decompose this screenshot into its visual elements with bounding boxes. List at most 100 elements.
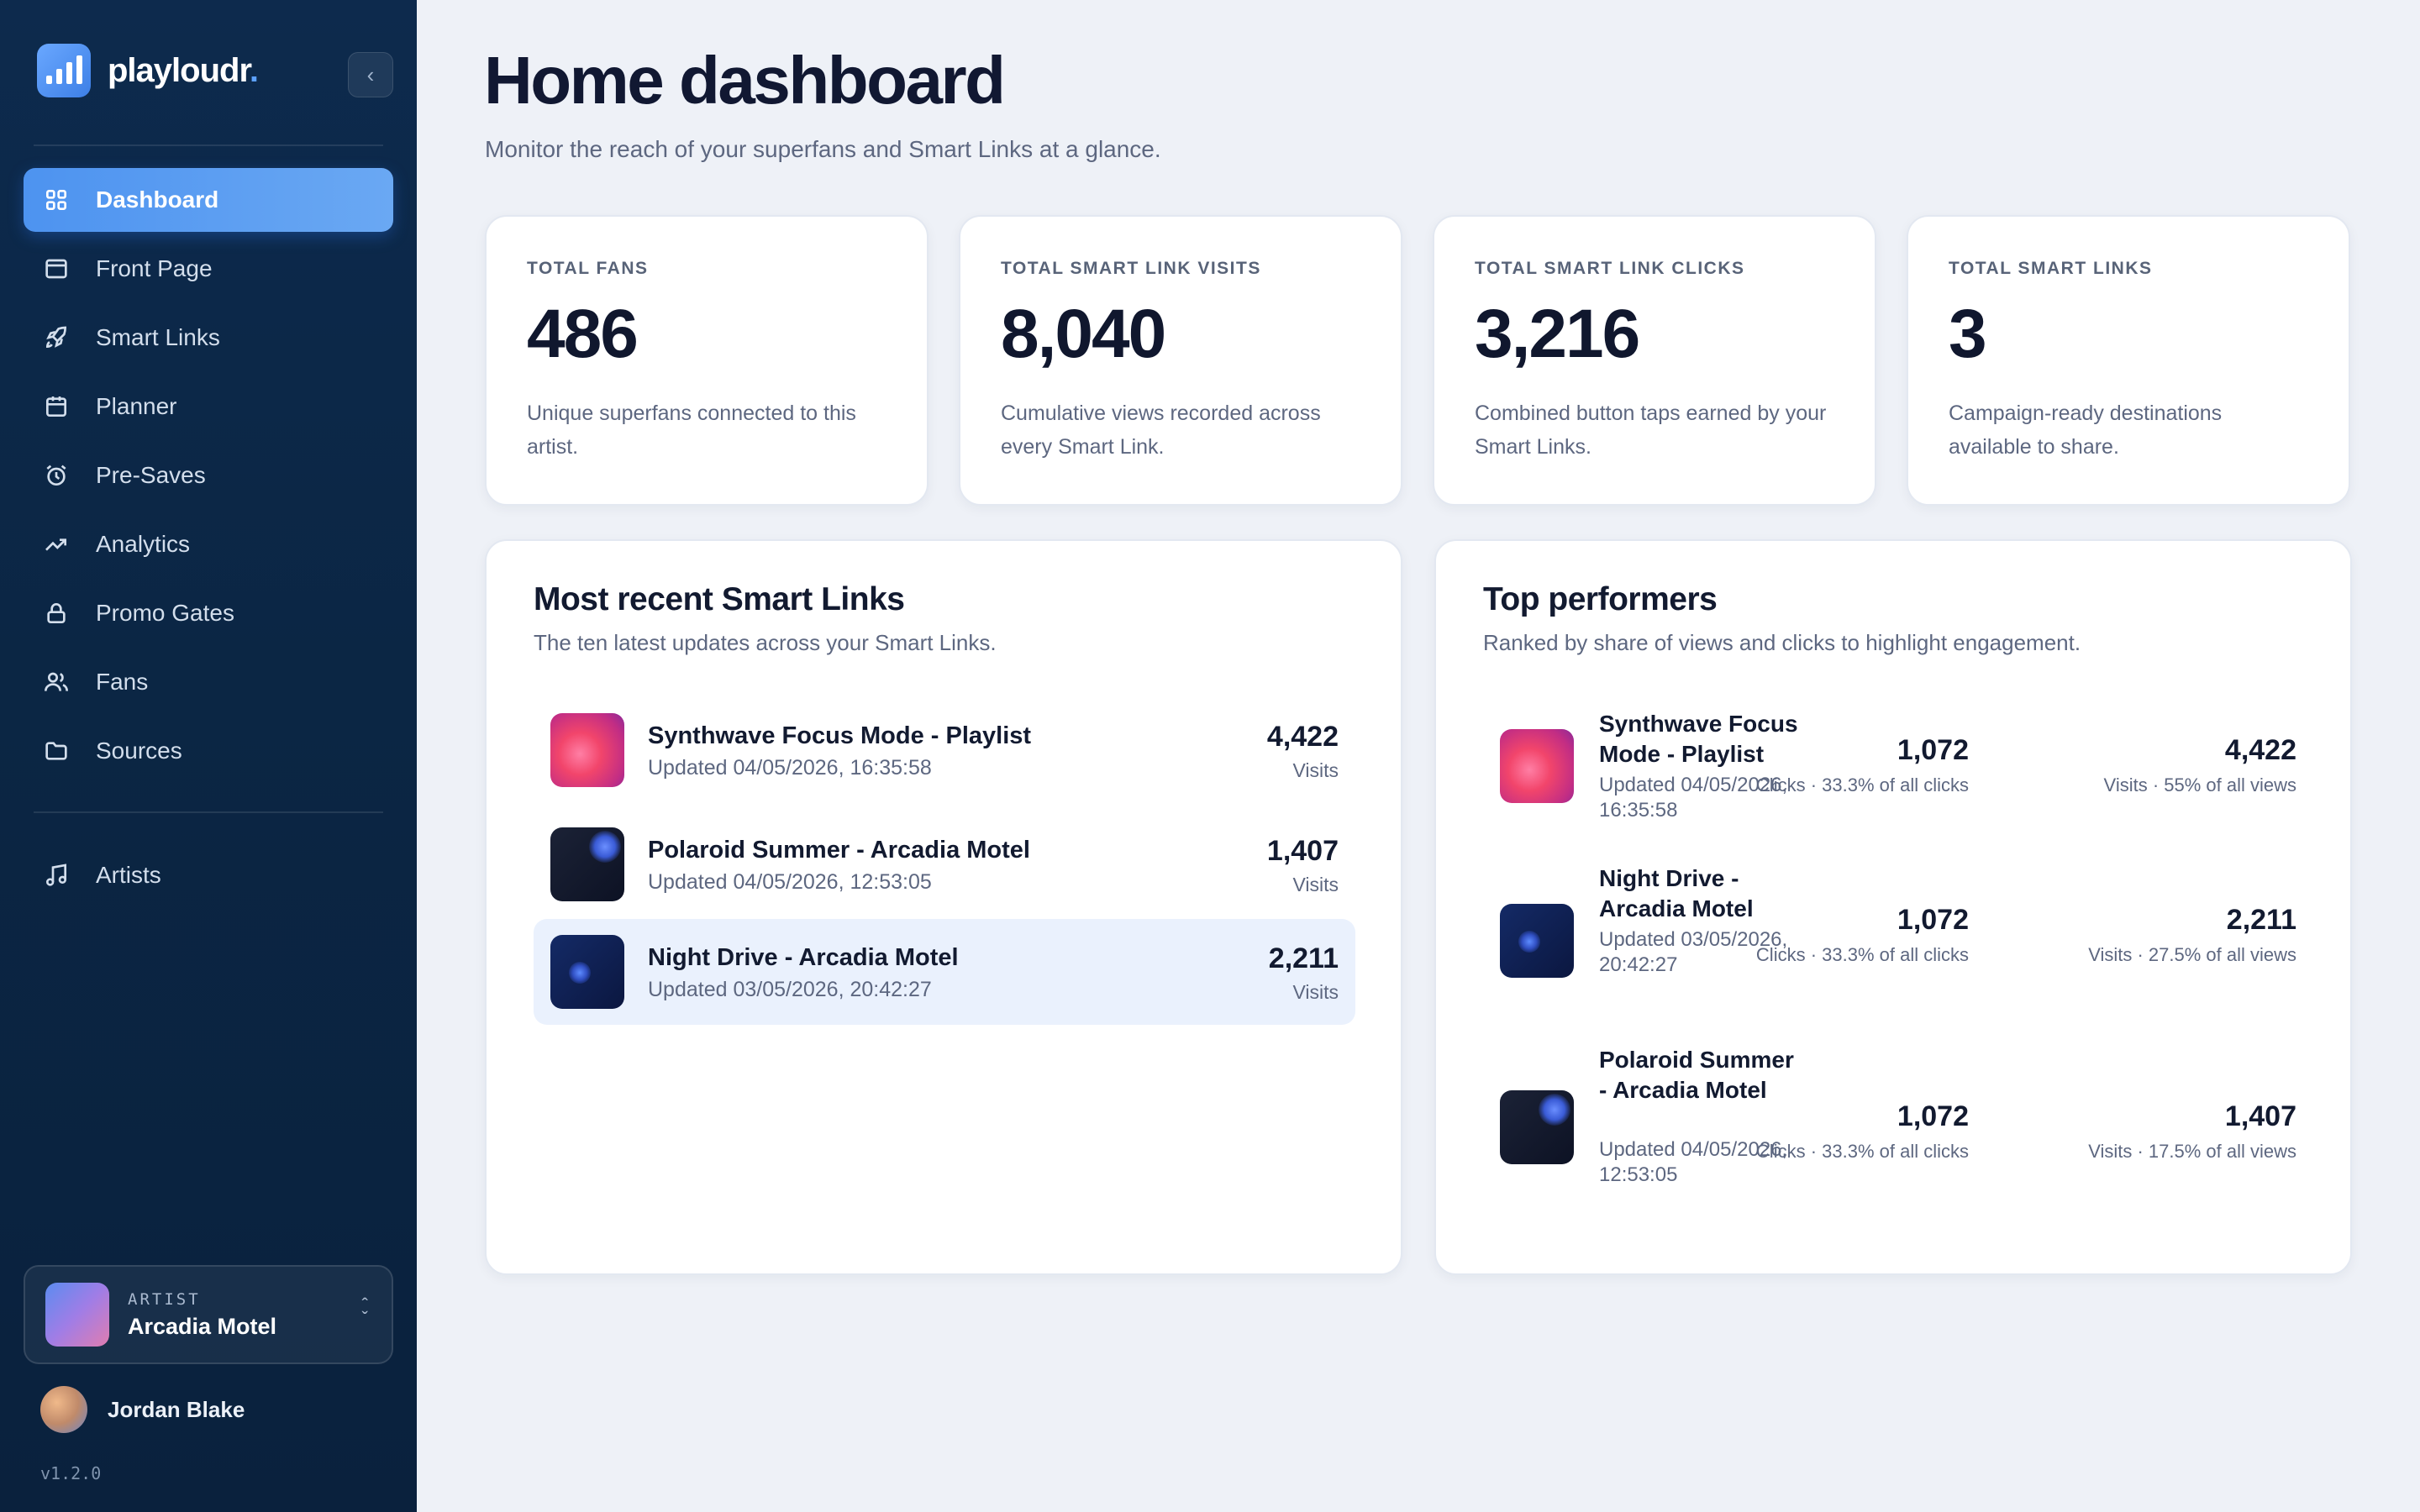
stat-card-total-visits: TOTAL SMART LINK VISITS 8,040 Cumulative… (959, 215, 1402, 506)
list-item[interactable]: Night Drive - Arcadia Motel Updated 03/0… (534, 919, 1355, 1025)
stat-description: Unique superfans connected to this artis… (527, 402, 856, 459)
link-name: Polaroid Summer - Arcadia Motel (1599, 1047, 1794, 1103)
sidebar-item-label: Analytics (96, 531, 191, 557)
stat-card-total-links: TOTAL SMART LINKS 3 Campaign-ready desti… (1907, 215, 2350, 506)
link-visits: 2,211 (2226, 904, 2296, 936)
sidebar-item-label: Pre-Saves (96, 462, 206, 488)
window-icon (42, 255, 71, 283)
trend-up-icon (42, 530, 71, 559)
page-subtitle: Monitor the reach of your superfans and … (485, 136, 1161, 162)
clicks-share: Clicks · 33.3% of all clicks (1755, 944, 1969, 965)
recent-smart-links-panel: Most recent Smart Links The ten latest u… (485, 539, 1402, 1275)
sidebar-item-label: Dashboard (96, 186, 219, 213)
lock-icon (42, 599, 71, 627)
panel-title: Most recent Smart Links (534, 581, 905, 617)
stat-card-total-fans: TOTAL FANS 486 Unique superfans connecte… (485, 215, 929, 506)
link-artwork (1500, 1090, 1574, 1164)
sidebar-item-front-page[interactable]: Front Page (24, 237, 393, 301)
sidebar-item-label: Fans (96, 669, 149, 695)
table-row[interactable]: Polaroid Summer - Arcadia Motel Updated … (1500, 1045, 2296, 1221)
rocket-icon (42, 323, 71, 352)
sidebar-item-label: Smart Links (96, 324, 220, 350)
link-updated: Updated 04/05/2026, 16:35:58 (1599, 774, 1788, 822)
page-title: Home dashboard (484, 43, 1006, 118)
music-note-icon (42, 861, 71, 890)
link-updated: Updated 03/05/2026, 20:42:27 (1599, 928, 1788, 976)
list-item[interactable]: Synthwave Focus Mode - Playlist Updated … (534, 697, 1355, 803)
list-item[interactable]: Polaroid Summer - Arcadia Motel Updated … (534, 811, 1355, 917)
link-updated: Updated 03/05/2026, 20:42:27 (648, 978, 932, 1001)
stat-label: TOTAL FANS (527, 259, 649, 278)
link-artwork (550, 713, 624, 787)
link-artwork (550, 827, 624, 901)
panel-subtitle: The ten latest updates across your Smart… (534, 630, 997, 655)
sidebar-item-label: Front Page (96, 255, 213, 281)
folder-icon (42, 737, 71, 765)
chevron-left-icon: ‹ (366, 61, 375, 87)
sidebar-item-dashboard[interactable]: Dashboard (24, 168, 393, 232)
grid-icon (42, 186, 71, 214)
sidebar: playloudr. ‹ Dashboard Front Page Smart … (0, 0, 417, 1512)
stat-value: 8,040 (1001, 296, 1166, 372)
sidebar-item-analytics[interactable]: Analytics (24, 512, 393, 576)
link-visits: 4,422 (2224, 734, 2296, 766)
link-artwork (1500, 729, 1574, 803)
sidebar-divider (34, 144, 383, 146)
sidebar-item-label: Sources (96, 738, 182, 764)
artist-avatar (45, 1283, 109, 1347)
app-version: v1.2.0 (40, 1463, 102, 1483)
link-updated: Updated 04/05/2026, 16:35:58 (648, 756, 932, 780)
artist-label: ARTIST (128, 1289, 201, 1309)
sidebar-item-promo-gates[interactable]: Promo Gates (24, 581, 393, 645)
sidebar-item-fans[interactable]: Fans (24, 650, 393, 714)
user-profile[interactable]: Jordan Blake (40, 1386, 245, 1433)
sidebar-item-planner[interactable]: Planner (24, 375, 393, 438)
link-name: Polaroid Summer - Arcadia Motel (648, 837, 1030, 864)
bars-logo-icon (37, 44, 91, 97)
sidebar-item-label: Promo Gates (96, 600, 234, 626)
user-name: Jordan Blake (108, 1396, 245, 1422)
panel-title: Top performers (1483, 581, 1718, 617)
link-updated: Updated 04/05/2026, 12:53:05 (648, 870, 932, 894)
stat-value: 3,216 (1475, 296, 1640, 372)
avatar (40, 1386, 87, 1433)
sidebar-item-pre-saves[interactable]: Pre-Saves (24, 444, 393, 507)
users-icon (42, 668, 71, 696)
brand-name: playloudr. (108, 51, 259, 89)
stat-value: 486 (527, 296, 639, 372)
stat-card-total-clicks: TOTAL SMART LINK CLICKS 3,216 Combined b… (1433, 215, 1876, 506)
collapse-sidebar-button[interactable]: ‹ (348, 52, 393, 97)
stat-value: 3 (1949, 296, 1987, 372)
link-name: Night Drive - Arcadia Motel (648, 944, 959, 971)
clicks-share: Clicks · 33.3% of all clicks (1755, 1141, 1969, 1162)
link-updated: Updated 04/05/2026, 12:53:05 (1599, 1138, 1788, 1186)
calendar-icon (42, 392, 71, 421)
visits-share: Visits · 17.5% of all views (2088, 1141, 2296, 1162)
link-artwork (1500, 904, 1574, 978)
link-visits: 1,407 (1266, 835, 1339, 867)
table-row[interactable]: Synthwave Focus Mode - Playlist Updated … (1500, 709, 2296, 835)
sidebar-item-sources[interactable]: Sources (24, 719, 393, 783)
link-visits: 2,211 (1268, 942, 1339, 974)
visits-share: Visits · 55% of all views (2103, 774, 2296, 795)
sidebar-item-artists[interactable]: Artists (24, 843, 393, 907)
link-visits: 4,422 (1266, 721, 1339, 753)
link-name: Synthwave Focus Mode - Playlist (648, 722, 1032, 749)
link-clicks: 1,072 (1897, 904, 1969, 936)
link-visits: 1,407 (2224, 1100, 2296, 1132)
visits-share: Visits · 27.5% of all views (2088, 944, 2296, 965)
link-clicks: 1,072 (1897, 734, 1969, 766)
sidebar-nav: Dashboard Front Page Smart Links Planner… (24, 168, 393, 788)
table-row[interactable]: Night Drive - Arcadia Motel Updated 03/0… (1500, 864, 2296, 1006)
top-performers-panel: Top performers Ranked by share of views … (1434, 539, 2352, 1275)
stat-label: TOTAL SMART LINKS (1949, 259, 2153, 278)
sidebar-item-smart-links[interactable]: Smart Links (24, 306, 393, 370)
visits-label: Visits (1292, 874, 1339, 895)
visits-label: Visits (1292, 981, 1339, 1003)
sidebar-divider (34, 811, 383, 813)
stat-description: Campaign-ready destinations available to… (1949, 402, 2223, 459)
link-artwork (550, 935, 624, 1009)
brand[interactable]: playloudr. (37, 44, 259, 97)
